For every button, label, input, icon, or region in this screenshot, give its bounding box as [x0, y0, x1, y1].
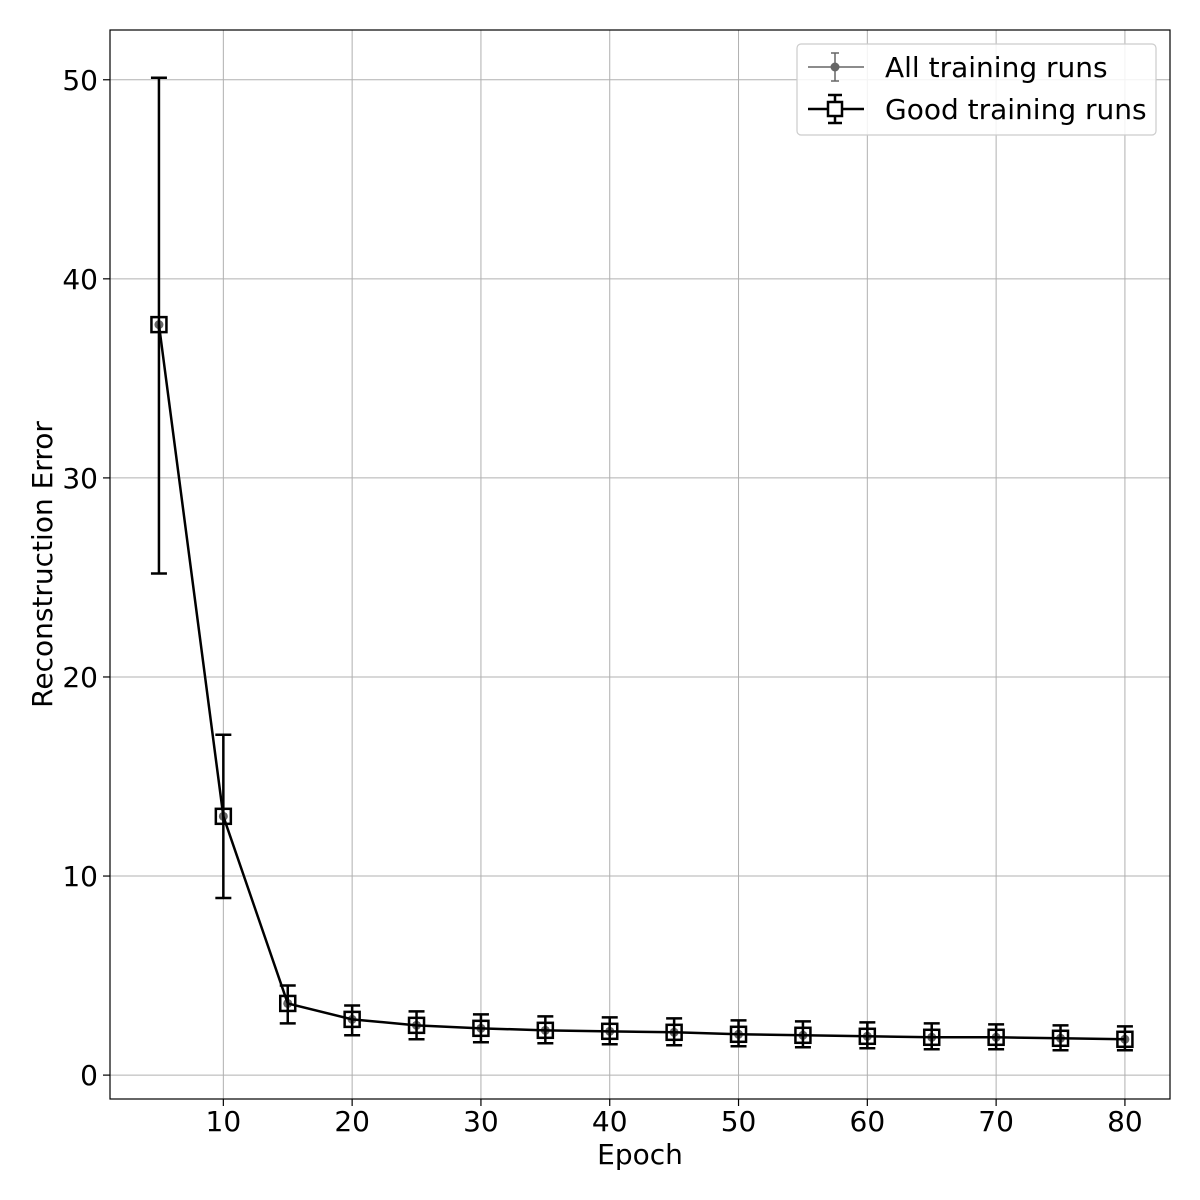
x-axis-label: Epoch — [597, 1138, 683, 1171]
y-axis-label: Reconstruction Error — [26, 421, 59, 708]
data-point-good-runs — [343, 1010, 361, 1029]
data-point-good-runs — [1051, 1029, 1070, 1048]
data-point-good-runs — [665, 1023, 683, 1042]
legend-marker-good-runs — [826, 100, 844, 118]
data-point-good-runs — [214, 807, 233, 826]
series-layer — [150, 76, 1134, 1052]
x-tick-label: 40 — [592, 1105, 628, 1138]
x-tick-label: 80 — [1107, 1105, 1143, 1138]
data-point-good-runs — [1116, 1030, 1134, 1049]
legend-label-all-runs: All training runs — [885, 51, 1108, 84]
x-tick-label: 60 — [850, 1105, 886, 1138]
data-point-good-runs — [536, 1021, 555, 1040]
data-point-good-runs — [407, 1016, 426, 1035]
x-tick-label: 20 — [334, 1105, 370, 1138]
legend-box — [796, 43, 1157, 136]
axis-ticks: 10 20 30 40 50 60 70 80 0 10 20 30 40 50 — [62, 64, 1142, 1138]
y-tick-label: 10 — [62, 860, 98, 893]
x-tick-label: 50 — [721, 1105, 757, 1138]
data-point-good-runs — [794, 1026, 812, 1045]
data-point-good-runs — [150, 315, 168, 334]
series-line-good-training-runs — [157, 324, 1125, 1041]
y-tick-label: 20 — [62, 661, 98, 694]
y-tick-label: 50 — [62, 64, 98, 97]
y-tick-label: 40 — [62, 263, 98, 296]
data-point-good-runs — [600, 1022, 619, 1041]
data-point-good-runs — [987, 1028, 1005, 1047]
y-tick-label: 0 — [80, 1059, 98, 1092]
plot-frame — [109, 29, 1171, 1100]
x-tick-label: 70 — [978, 1105, 1014, 1138]
data-point-good-runs — [858, 1027, 877, 1046]
y-tick-label: 30 — [62, 462, 98, 495]
series-good-training-runs — [150, 76, 1134, 1052]
x-tick-label: 30 — [463, 1105, 499, 1138]
legend-marker-all-runs — [830, 62, 840, 72]
x-tick-label: 10 — [206, 1105, 242, 1138]
data-point-good-runs — [729, 1025, 748, 1044]
legend: All training runs Good training runs — [796, 43, 1157, 136]
data-point-good-runs — [472, 1019, 490, 1038]
legend-label-good-runs: Good training runs — [885, 93, 1147, 126]
data-point-good-runs — [922, 1028, 941, 1047]
data-point-good-runs — [278, 994, 297, 1013]
